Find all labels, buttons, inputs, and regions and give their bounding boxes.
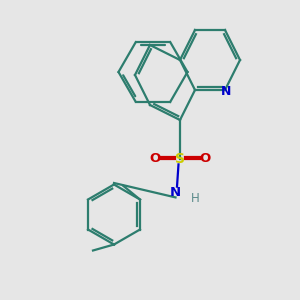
Text: S: S — [175, 152, 185, 166]
Text: O: O — [149, 152, 160, 166]
Text: O: O — [200, 152, 211, 166]
Text: H: H — [190, 191, 200, 205]
Text: N: N — [221, 85, 232, 98]
Text: N: N — [170, 185, 181, 199]
